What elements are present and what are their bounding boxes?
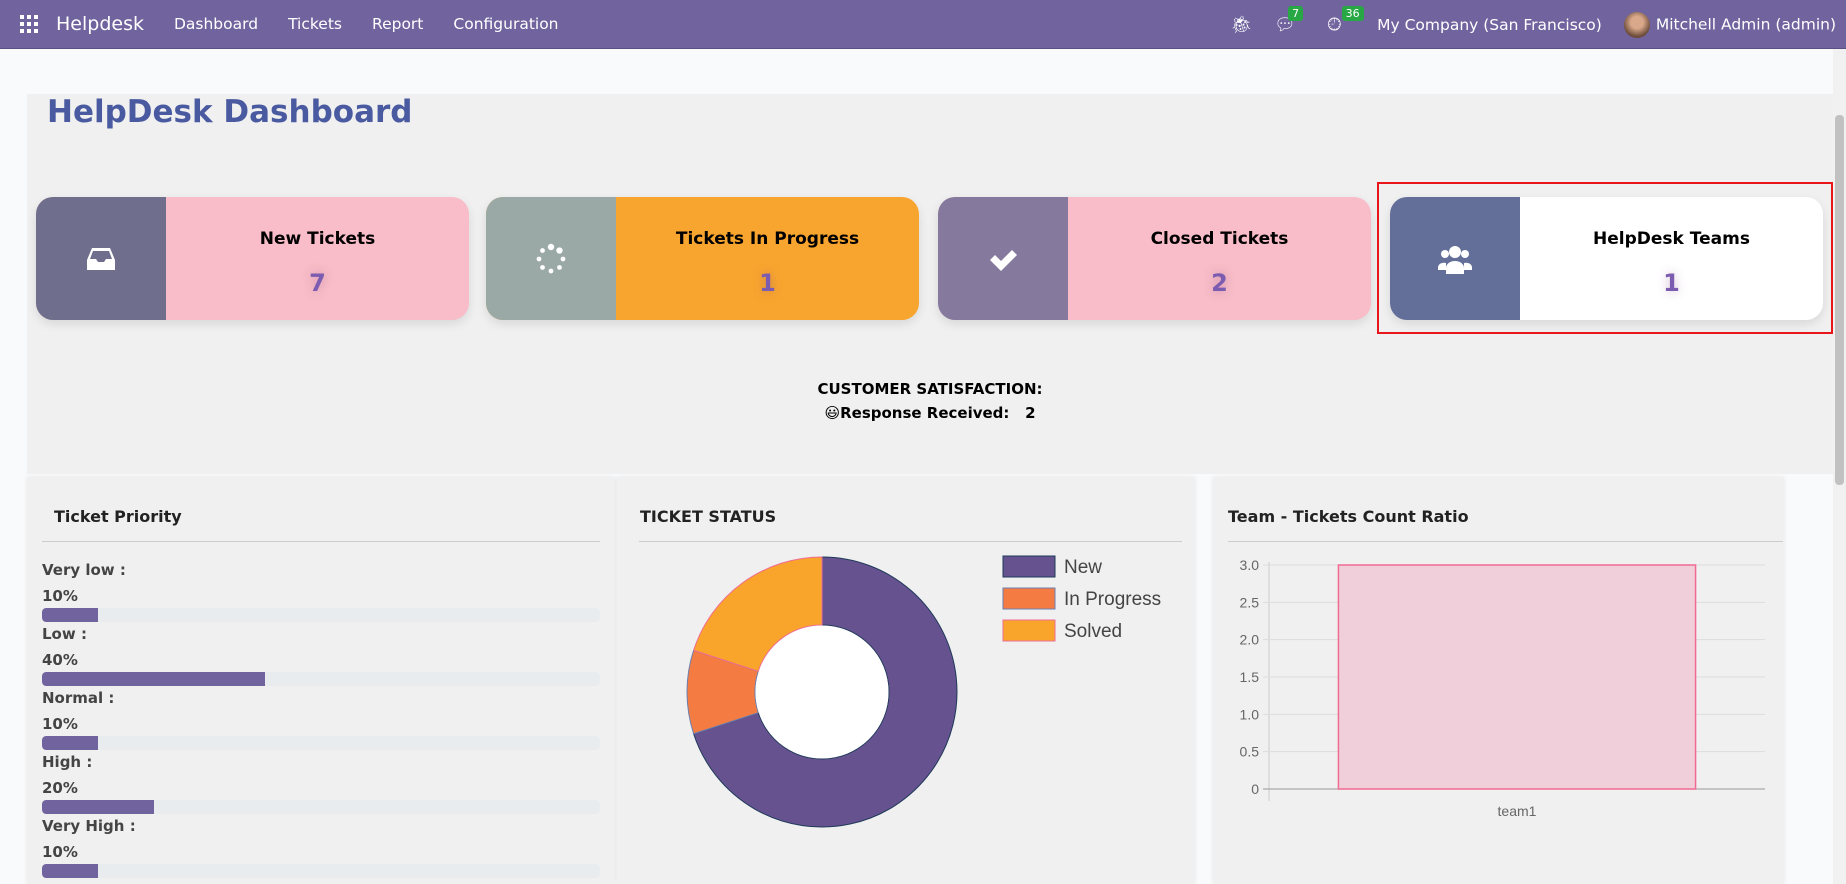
priority-percent: 10% (42, 715, 78, 733)
check-icon (938, 197, 1068, 320)
priority-title: Ticket Priority (54, 507, 182, 526)
satisfaction-line: 😃Response Received: 2 (730, 404, 1130, 422)
team-title: Team - Tickets Count Ratio (1228, 507, 1469, 526)
priority-percent: 20% (42, 779, 78, 797)
legend-label: In Progress (1064, 589, 1161, 610)
activities-button[interactable]: 🕘︎ 36 (1327, 5, 1364, 35)
y-tick-label: 1.0 (1240, 706, 1260, 722)
priority-row: High : 20% (42, 753, 600, 814)
y-tick-label: 2.5 (1240, 594, 1260, 610)
clock-icon: 🕘︎ (1327, 14, 1342, 35)
legend-swatch (1002, 587, 1056, 610)
users-icon (1390, 197, 1520, 320)
donut-slice-solved[interactable] (692, 556, 823, 672)
card-label: New Tickets (259, 229, 376, 249)
status-panel: TICKET STATUS New In Progress Solved (617, 477, 1195, 884)
app-brand[interactable]: Helpdesk (56, 13, 144, 35)
smile-icon: 😃 (824, 404, 841, 422)
team-bar-chart: 0 0.5 1.0 1.5 2.0 2.5 3.0 team1 (1240, 557, 1765, 819)
messages-button[interactable]: 💬︎ 7 (1274, 5, 1304, 35)
scrollbar[interactable] (1833, 49, 1846, 884)
priority-progress-fill (42, 736, 98, 750)
activities-badge: 36 (1341, 5, 1364, 21)
scrollbar-thumb[interactable] (1835, 115, 1844, 485)
page-title: HelpDesk Dashboard (47, 94, 413, 130)
priority-progress-fill (42, 800, 154, 814)
card-label: HelpDesk Teams (1593, 229, 1750, 249)
priority-label: Low : (42, 625, 87, 643)
status-title: TICKET STATUS (640, 507, 777, 526)
legend-label: New (1064, 557, 1102, 578)
user-name: Mitchell Admin (admin) (1655, 15, 1836, 33)
satisfaction-label: Response Received: (840, 404, 1010, 422)
y-tick-label: 0 (1251, 781, 1259, 797)
card-helpdesk-teams[interactable]: HelpDesk Teams 1 (1390, 197, 1823, 320)
priority-progress-fill (42, 864, 98, 878)
divider (1228, 541, 1783, 542)
priority-progress-bar (42, 608, 600, 622)
menu-tickets[interactable]: Tickets (288, 15, 342, 33)
priority-row: Normal : 10% (42, 689, 600, 750)
card-new-tickets[interactable]: New Tickets 7 (36, 197, 469, 320)
priority-row: Very low : 10% (42, 561, 600, 622)
donut-slice-new[interactable] (692, 556, 958, 828)
priority-progress-bar (42, 672, 600, 686)
divider (639, 541, 1182, 542)
bar-team1[interactable] (1337, 564, 1697, 790)
priority-label: Normal : (42, 689, 115, 707)
messages-badge: 7 (1288, 5, 1304, 21)
divider (42, 541, 600, 542)
card-closed-tickets[interactable]: Closed Tickets 2 (938, 197, 1371, 320)
x-tick-label: team1 (1498, 803, 1537, 819)
legend-swatch (1002, 555, 1056, 578)
legend-swatch (1002, 619, 1056, 642)
priority-panel: Ticket Priority Very low : 10% Low : 40% Nor… (27, 477, 615, 884)
priority-progress-bar (42, 800, 600, 814)
priority-progress-bar (42, 864, 600, 878)
legend-label: Solved (1064, 621, 1122, 642)
card-label: Closed Tickets (1150, 229, 1289, 249)
card-value: 7 (309, 269, 326, 297)
apps-menu-icon[interactable] (20, 15, 38, 33)
y-tick-label: 2.0 (1240, 632, 1260, 648)
y-tick-label: 0.5 (1240, 744, 1260, 760)
priority-progress-fill (42, 672, 266, 686)
priority-label: High : (42, 753, 93, 771)
user-menu[interactable]: Mitchell Admin (admin) (1623, 11, 1836, 38)
priority-row: Low : 40% (42, 625, 600, 686)
inbox-icon (36, 197, 166, 320)
card-tickets-in-progress[interactable]: Tickets In Progress 1 (486, 197, 919, 320)
spinner-icon (486, 197, 616, 320)
priority-row: Very High : 10% (42, 817, 600, 878)
card-value: 1 (1663, 269, 1680, 297)
status-donut-chart: New In Progress Solved (686, 555, 1161, 828)
navbar: Helpdesk Dashboard Tickets Report Config… (0, 0, 1846, 49)
priority-percent: 10% (42, 587, 78, 605)
priority-percent: 10% (42, 843, 78, 861)
priority-label: Very High : (42, 817, 136, 835)
satisfaction-value: 2 (1025, 404, 1036, 422)
satisfaction-heading: CUSTOMER SATISFACTION: (817, 380, 1043, 398)
donut-hole (755, 625, 889, 759)
avatar (1623, 11, 1650, 38)
company-switcher[interactable]: My Company (San Francisco) (1377, 15, 1602, 34)
team-panel: Team - Tickets Count Ratio 0 0.5 1.0 1.5 2.0… (1213, 477, 1784, 884)
card-value: 1 (759, 269, 776, 297)
y-tick-label: 1.5 (1240, 669, 1260, 685)
card-value: 2 (1211, 269, 1228, 297)
menu-configuration[interactable]: Configuration (453, 15, 559, 33)
bug-icon[interactable]: 🐞︎ (1230, 14, 1253, 35)
menu-report[interactable]: Report (372, 15, 424, 33)
y-tick-label: 3.0 (1240, 557, 1260, 573)
priority-progress-bar (42, 736, 600, 750)
priority-percent: 40% (42, 651, 78, 669)
card-label: Tickets In Progress (675, 229, 860, 249)
priority-label: Very low : (42, 561, 126, 579)
highlight-box (1377, 182, 1833, 334)
priority-progress-fill (42, 608, 98, 622)
menu-dashboard[interactable]: Dashboard (173, 15, 259, 33)
